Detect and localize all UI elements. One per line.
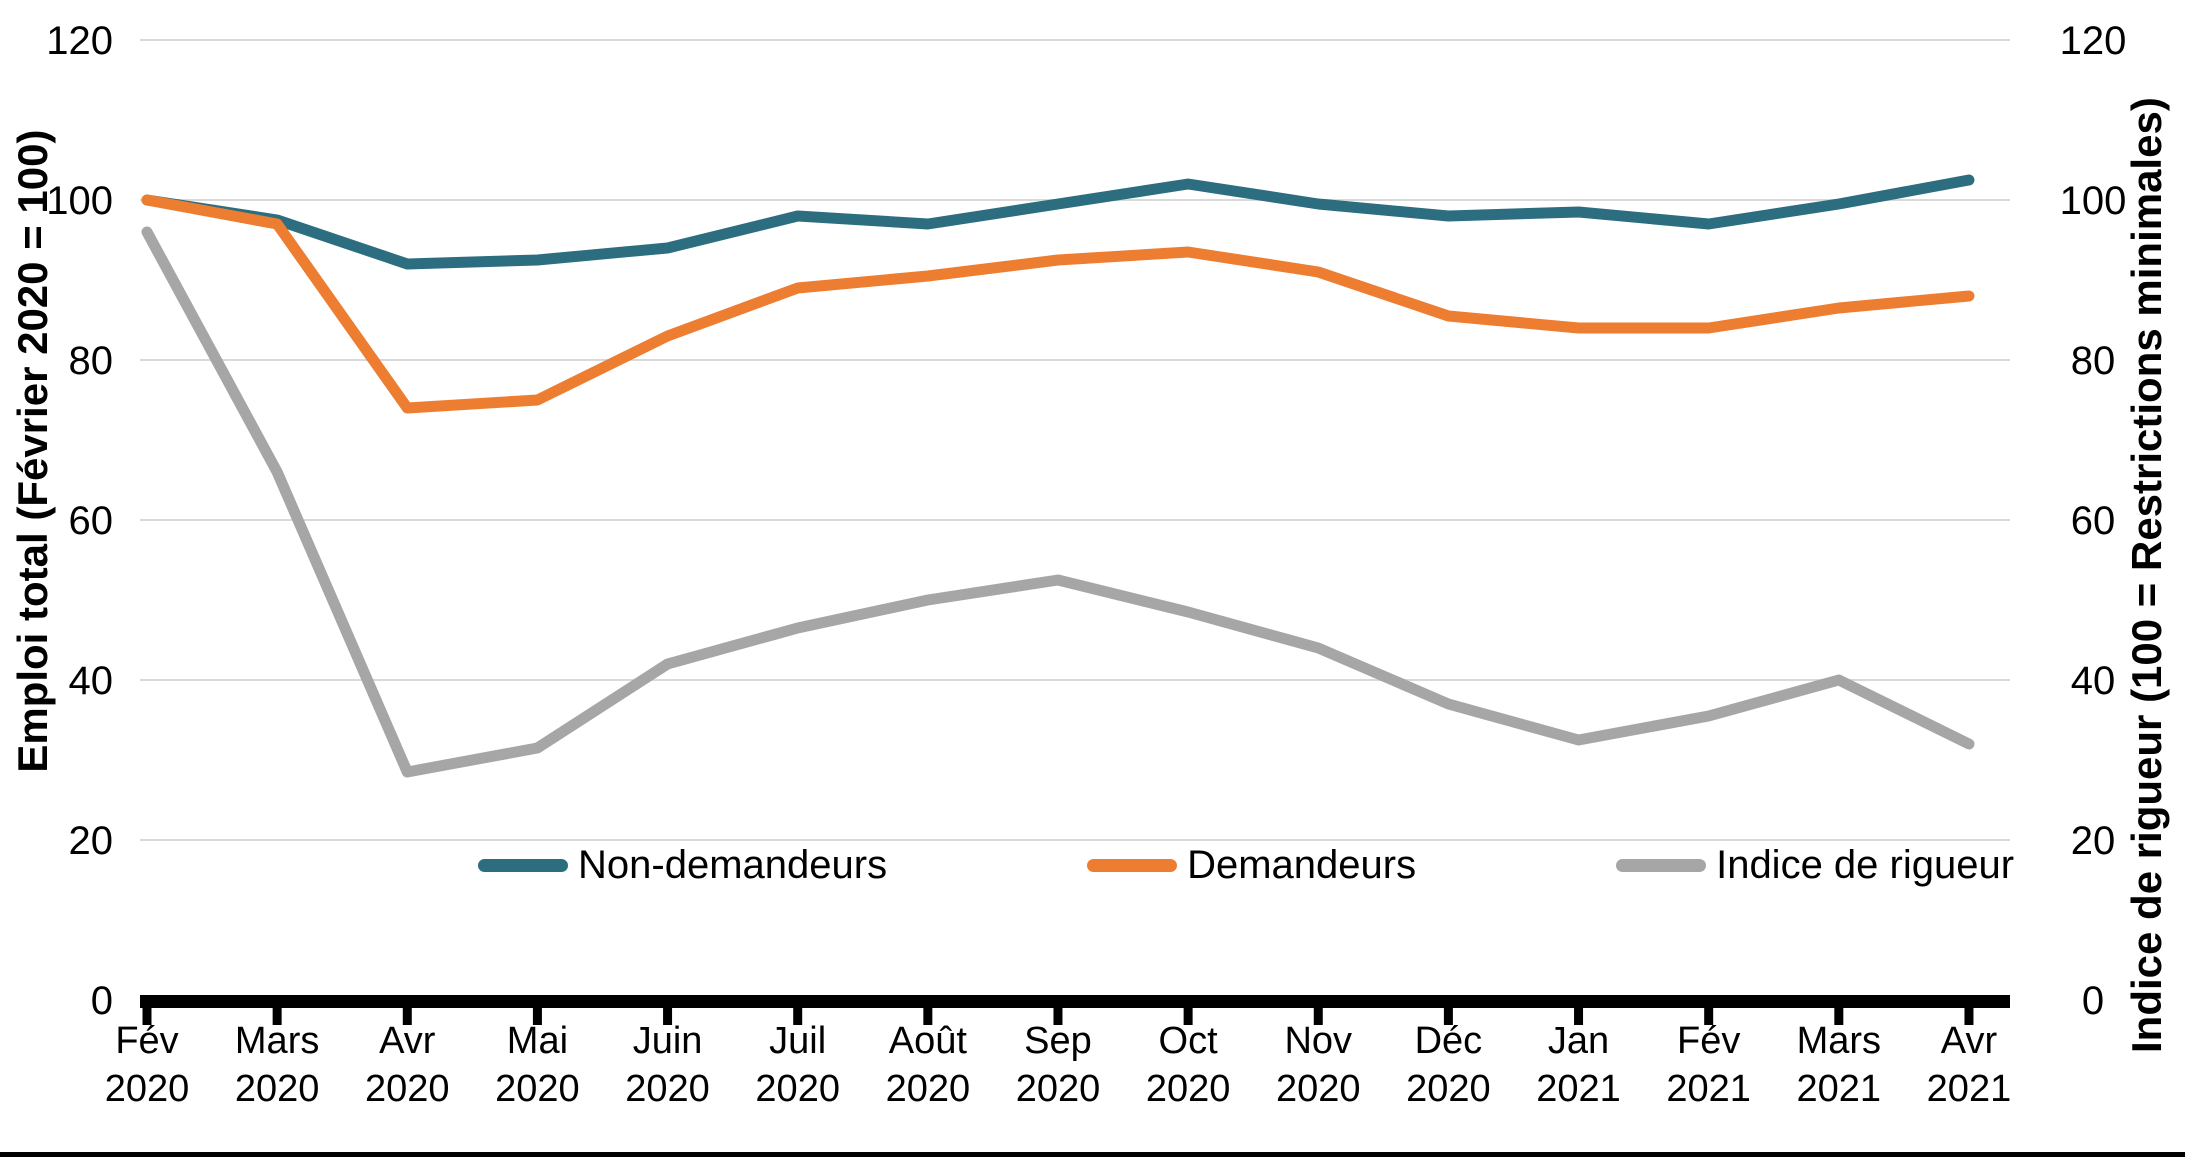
legend: Non-demandeurs Demandeurs Indice de rigueu… [478,843,2014,888]
x-axis-label-year: 2020 [1016,1068,1101,1110]
x-axis-tick [142,995,152,1025]
x-axis-line [140,995,2010,1008]
legend-swatch [1087,859,1178,872]
x-axis-label-month: Mai [507,1020,568,1062]
y-axis-tick-label-left: 80 [69,339,114,383]
legend-swatch [478,859,568,872]
series-line-non-demandeurs [141,174,1975,270]
x-axis-label-year: 2020 [235,1068,320,1110]
x-axis-label-year: 2021 [1666,1068,1751,1110]
x-axis-label-month: Fév [1677,1020,1740,1062]
x-axis-label-year: 2020 [1146,1068,1231,1110]
x-axis-tick [1964,995,1974,1025]
x-axis-label-year: 2020 [495,1068,580,1110]
x-axis-label-year: 2020 [365,1068,450,1110]
x-axis-label-month: Avr [1941,1020,1998,1062]
x-axis-tick [923,995,933,1025]
y-axis-tick-label-left: 120 [46,19,113,63]
x-axis-tick [663,995,673,1025]
y-axis-tick-label-left: 40 [69,659,114,703]
x-axis-label-month: Déc [1415,1020,1483,1062]
x-axis-tick [1704,995,1714,1025]
x-axis-label-month: Mars [1797,1020,1881,1062]
legend-label: Demandeurs [1187,843,1417,887]
x-axis-label-year: 2020 [886,1068,971,1110]
x-axis-label-month: Août [889,1020,968,1062]
x-axis-label-month: Avr [379,1020,436,1062]
x-axis-tick [1574,995,1584,1025]
x-axis-tick [532,995,542,1025]
legend-item-demandeurs: Demandeurs [1087,843,1416,888]
series-line-demandeurs [141,194,1975,414]
y-axis-tick-label-left: 20 [69,819,114,863]
y-axis-tick-label-right: 60 [2071,499,2116,543]
series-line-indice-de-rigueur [141,226,1975,778]
x-axis-tick [402,995,412,1025]
bottom-divider [0,1152,2185,1157]
x-axis-label-year: 2021 [1927,1068,2012,1110]
x-axis-tick [1834,995,1844,1025]
x-axis-label-month: Nov [1284,1020,1352,1062]
y-axis-tick-label-right: 40 [2071,659,2116,703]
y-axis-title-right: Indice de rigueur (100 = Restrictions mi… [2122,97,2170,1053]
x-axis-label-month: Mars [235,1020,319,1062]
x-axis-label-month: Oct [1159,1020,1219,1062]
x-axis-label-month: Juin [633,1020,703,1062]
y-axis-tick-label-right: 20 [2071,819,2116,863]
y-axis-title-left: Emploi total (Février 2020 = 100) [8,129,56,773]
x-axis-label-month: Fév [115,1020,178,1062]
x-axis-label-year: 2020 [105,1068,190,1110]
legend-label: Indice de rigueur [1716,843,2015,887]
y-axis-tick-label-left: 100 [46,179,113,223]
legend-swatch [1616,859,1707,872]
legend-item-non-demandeurs: Non-demandeurs [478,843,887,888]
y-axis-tick-label-right: 0 [2082,979,2104,1023]
x-axis-tick [1053,995,1063,1025]
legend-item-indice-de-rigueur: Indice de rigueur [1616,843,2014,888]
y-axis-tick-label-right: 80 [2071,339,2116,383]
y-axis-tick-label-left: 60 [69,499,114,543]
x-axis-label-year: 2020 [1276,1068,1361,1110]
legend-label: Non-demandeurs [578,843,888,887]
y-axis-tick-label-right: 100 [2060,179,2127,223]
x-axis-tick [272,995,282,1025]
x-axis-label-month: Jan [1548,1020,1609,1062]
y-axis-tick-label-left: 0 [91,979,113,1023]
x-axis-tick [1443,995,1453,1025]
x-axis-label-year: 2021 [1797,1068,1882,1110]
x-axis-tick [1183,995,1193,1025]
x-axis-tick [793,995,803,1025]
x-axis-label-year: 2020 [625,1068,710,1110]
x-axis-label-year: 2020 [755,1068,840,1110]
x-axis-label-month: Juil [769,1020,826,1062]
x-axis-label-year: 2020 [1406,1068,1491,1110]
x-axis-tick [1313,995,1323,1025]
x-axis-label-month: Sep [1024,1020,1092,1062]
y-axis-tick-label-right: 120 [2060,19,2127,63]
x-axis-label-year: 2021 [1536,1068,1621,1110]
